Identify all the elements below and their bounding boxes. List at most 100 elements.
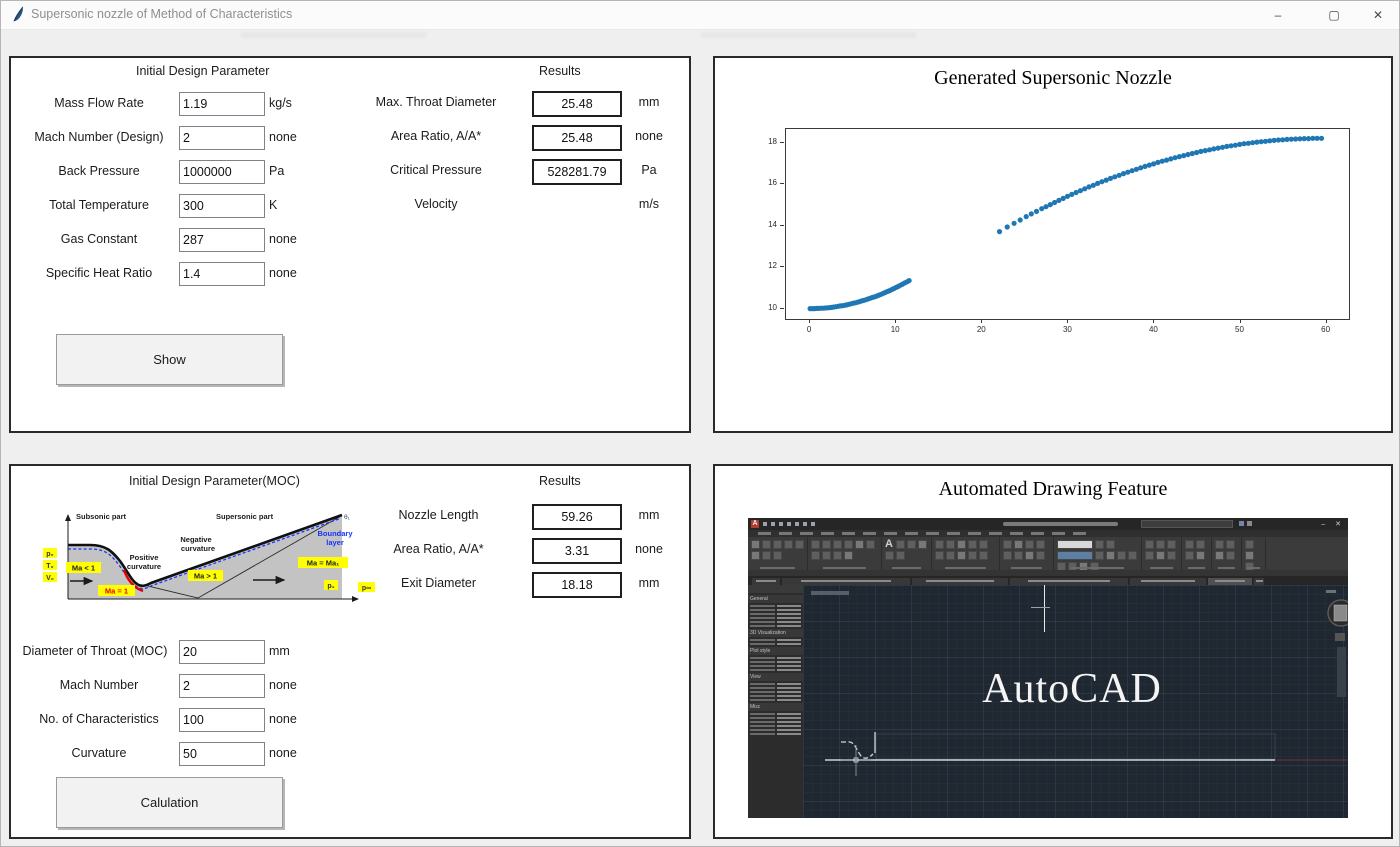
svg-text:p∞: p∞ xyxy=(362,585,371,592)
x-tick-mark xyxy=(895,319,897,323)
field-unit: Pa xyxy=(269,164,285,178)
x-tick-label: 50 xyxy=(1235,325,1244,334)
viewcube-remnant xyxy=(1326,590,1336,593)
x-tick-mark xyxy=(981,319,983,323)
svg-text:p₀: p₀ xyxy=(46,551,53,558)
nozzle-section-fill xyxy=(68,515,342,599)
field-unit: none xyxy=(269,746,297,760)
sonic-line xyxy=(122,569,144,593)
signin-icon xyxy=(1239,521,1244,526)
viewport-label-bar xyxy=(811,591,849,595)
x-tick-label: 10 xyxy=(890,325,900,334)
x-tick-label: 20 xyxy=(976,325,986,334)
ghost-artifact xyxy=(701,32,916,38)
x-tick-label: 30 xyxy=(1062,325,1072,334)
x-tick-mark xyxy=(1153,319,1155,323)
y-tick-mark xyxy=(780,141,784,143)
area-ratio-output[interactable] xyxy=(532,125,622,151)
field-label: Specific Heat Ratio xyxy=(45,266,153,280)
field-unit: none xyxy=(269,130,297,144)
mach-number-design-input[interactable] xyxy=(179,126,265,150)
field-unit: none xyxy=(269,266,297,280)
results-header: Results xyxy=(539,64,581,78)
nozzle-length-output[interactable] xyxy=(532,504,622,530)
maximize-button[interactable]: ▢ xyxy=(1328,8,1340,22)
scatter-points xyxy=(807,135,1325,312)
y-tick-label: 16 xyxy=(768,178,777,187)
mass-flow-rate-input[interactable] xyxy=(179,92,265,116)
result-unit: Pa xyxy=(641,163,657,177)
result-label: Nozzle Length xyxy=(398,508,479,522)
num-characteristics-input[interactable] xyxy=(179,708,265,732)
palette-section-header: Misc xyxy=(748,703,803,711)
panel-initial-design: Initial Design Parameter Results Mass Fl… xyxy=(9,56,691,433)
result-unit: m/s xyxy=(638,197,660,211)
critical-pressure-output[interactable] xyxy=(532,159,622,185)
help-icon xyxy=(1247,521,1252,526)
field-unit: kg/s xyxy=(269,96,292,110)
y-tick-label: 10 xyxy=(768,302,777,312)
y-tick-mark xyxy=(780,307,784,309)
svg-text:p₁: p₁ xyxy=(327,583,334,590)
result-label: Max. Throat Diameter xyxy=(375,95,497,109)
svg-text:Boundary: Boundary xyxy=(317,529,353,538)
exit-diameter-output[interactable] xyxy=(532,572,622,598)
field-label: Gas Constant xyxy=(60,232,138,246)
nozzle-contour-line xyxy=(68,513,343,588)
nozzle-scatter-plot xyxy=(785,128,1350,320)
window-titlebar: Supersonic nozzle of Method of Character… xyxy=(1,1,1399,30)
specific-heat-ratio-input[interactable] xyxy=(179,262,265,286)
total-temperature-input[interactable] xyxy=(179,194,265,218)
result-unit: mm xyxy=(638,95,660,109)
document-title-bar xyxy=(1003,522,1118,526)
result-unit: mm xyxy=(638,508,660,522)
panel-header: Initial Design Parameter xyxy=(136,64,270,78)
panel-moc: Initial Design Parameter(MOC) Results Su… xyxy=(9,464,691,839)
autocad-ribbon: A xyxy=(748,537,1348,570)
autocad-logo-icon: A xyxy=(751,520,759,528)
crosshair-cursor xyxy=(853,757,859,763)
x-tick-label: 0 xyxy=(806,325,812,334)
tk-feather-icon xyxy=(11,6,25,28)
area-ratio-moc-output[interactable] xyxy=(532,538,622,564)
result-label: Area Ratio, A/A* xyxy=(390,129,482,143)
y-tick-mark xyxy=(780,224,784,226)
svg-text:θ₁: θ₁ xyxy=(344,514,351,521)
result-label: Critical Pressure xyxy=(390,163,482,177)
autocad-menubar xyxy=(748,530,1348,537)
field-label: Diameter of Throat (MOC) xyxy=(22,644,168,658)
svg-text:curvature: curvature xyxy=(127,562,161,571)
back-pressure-input[interactable] xyxy=(179,160,265,184)
autocad-canvas: AutoCAD xyxy=(803,585,1348,818)
max-throat-diameter-output[interactable] xyxy=(532,91,622,117)
svg-text:Ma > 1: Ma > 1 xyxy=(194,572,217,581)
palette-section-header: 3D Visualization xyxy=(748,629,803,637)
close-button[interactable]: ✕ xyxy=(1372,8,1384,22)
nozzle-profile-drawing xyxy=(841,741,874,759)
panel-header: Initial Design Parameter(MOC) xyxy=(129,474,300,488)
autocad-file-tabs xyxy=(748,576,1348,585)
minimize-button[interactable]: – xyxy=(1274,8,1282,22)
field-label: Total Temperature xyxy=(49,198,149,212)
mach-number-moc-input[interactable] xyxy=(179,674,265,698)
field-label: Mass Flow Rate xyxy=(54,96,144,110)
throat-diameter-moc-input[interactable] xyxy=(179,640,265,664)
ribbon-panel-labels xyxy=(748,570,1348,576)
field-label: Back Pressure xyxy=(58,164,140,178)
show-button[interactable]: Show xyxy=(56,334,283,385)
x-tick-label: 40 xyxy=(1148,325,1158,334)
panel-generated-nozzle: Generated Supersonic Nozzle 0 10 20 30 40 50 6… xyxy=(713,56,1393,433)
gas-constant-input[interactable] xyxy=(179,228,265,252)
y-tick-label: 12 xyxy=(768,261,777,271)
field-label: Mach Number xyxy=(59,678,139,692)
svg-text:T₀: T₀ xyxy=(46,563,53,570)
field-unit: none xyxy=(269,712,297,726)
field-unit: mm xyxy=(269,644,290,658)
field-label: No. of Characteristics xyxy=(39,712,159,726)
results-header: Results xyxy=(539,474,581,488)
svg-text:Negative: Negative xyxy=(180,535,211,544)
curvature-input[interactable] xyxy=(179,742,265,766)
calculation-button[interactable]: Calulation xyxy=(56,777,283,828)
svg-text:Supersonic part: Supersonic part xyxy=(216,512,274,521)
